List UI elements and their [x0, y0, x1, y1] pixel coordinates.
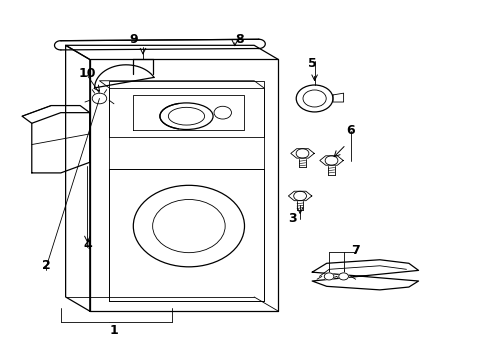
Circle shape: [338, 273, 348, 280]
Text: 7: 7: [350, 244, 359, 257]
Text: 5: 5: [307, 57, 316, 69]
Text: 4: 4: [83, 239, 92, 252]
Text: 9: 9: [129, 33, 137, 46]
Circle shape: [324, 273, 333, 280]
Text: 6: 6: [346, 124, 354, 137]
Text: 2: 2: [42, 258, 51, 271]
Text: 8: 8: [235, 33, 244, 46]
Text: 3: 3: [288, 212, 297, 225]
Text: 1: 1: [109, 324, 118, 337]
Text: 10: 10: [79, 67, 96, 80]
